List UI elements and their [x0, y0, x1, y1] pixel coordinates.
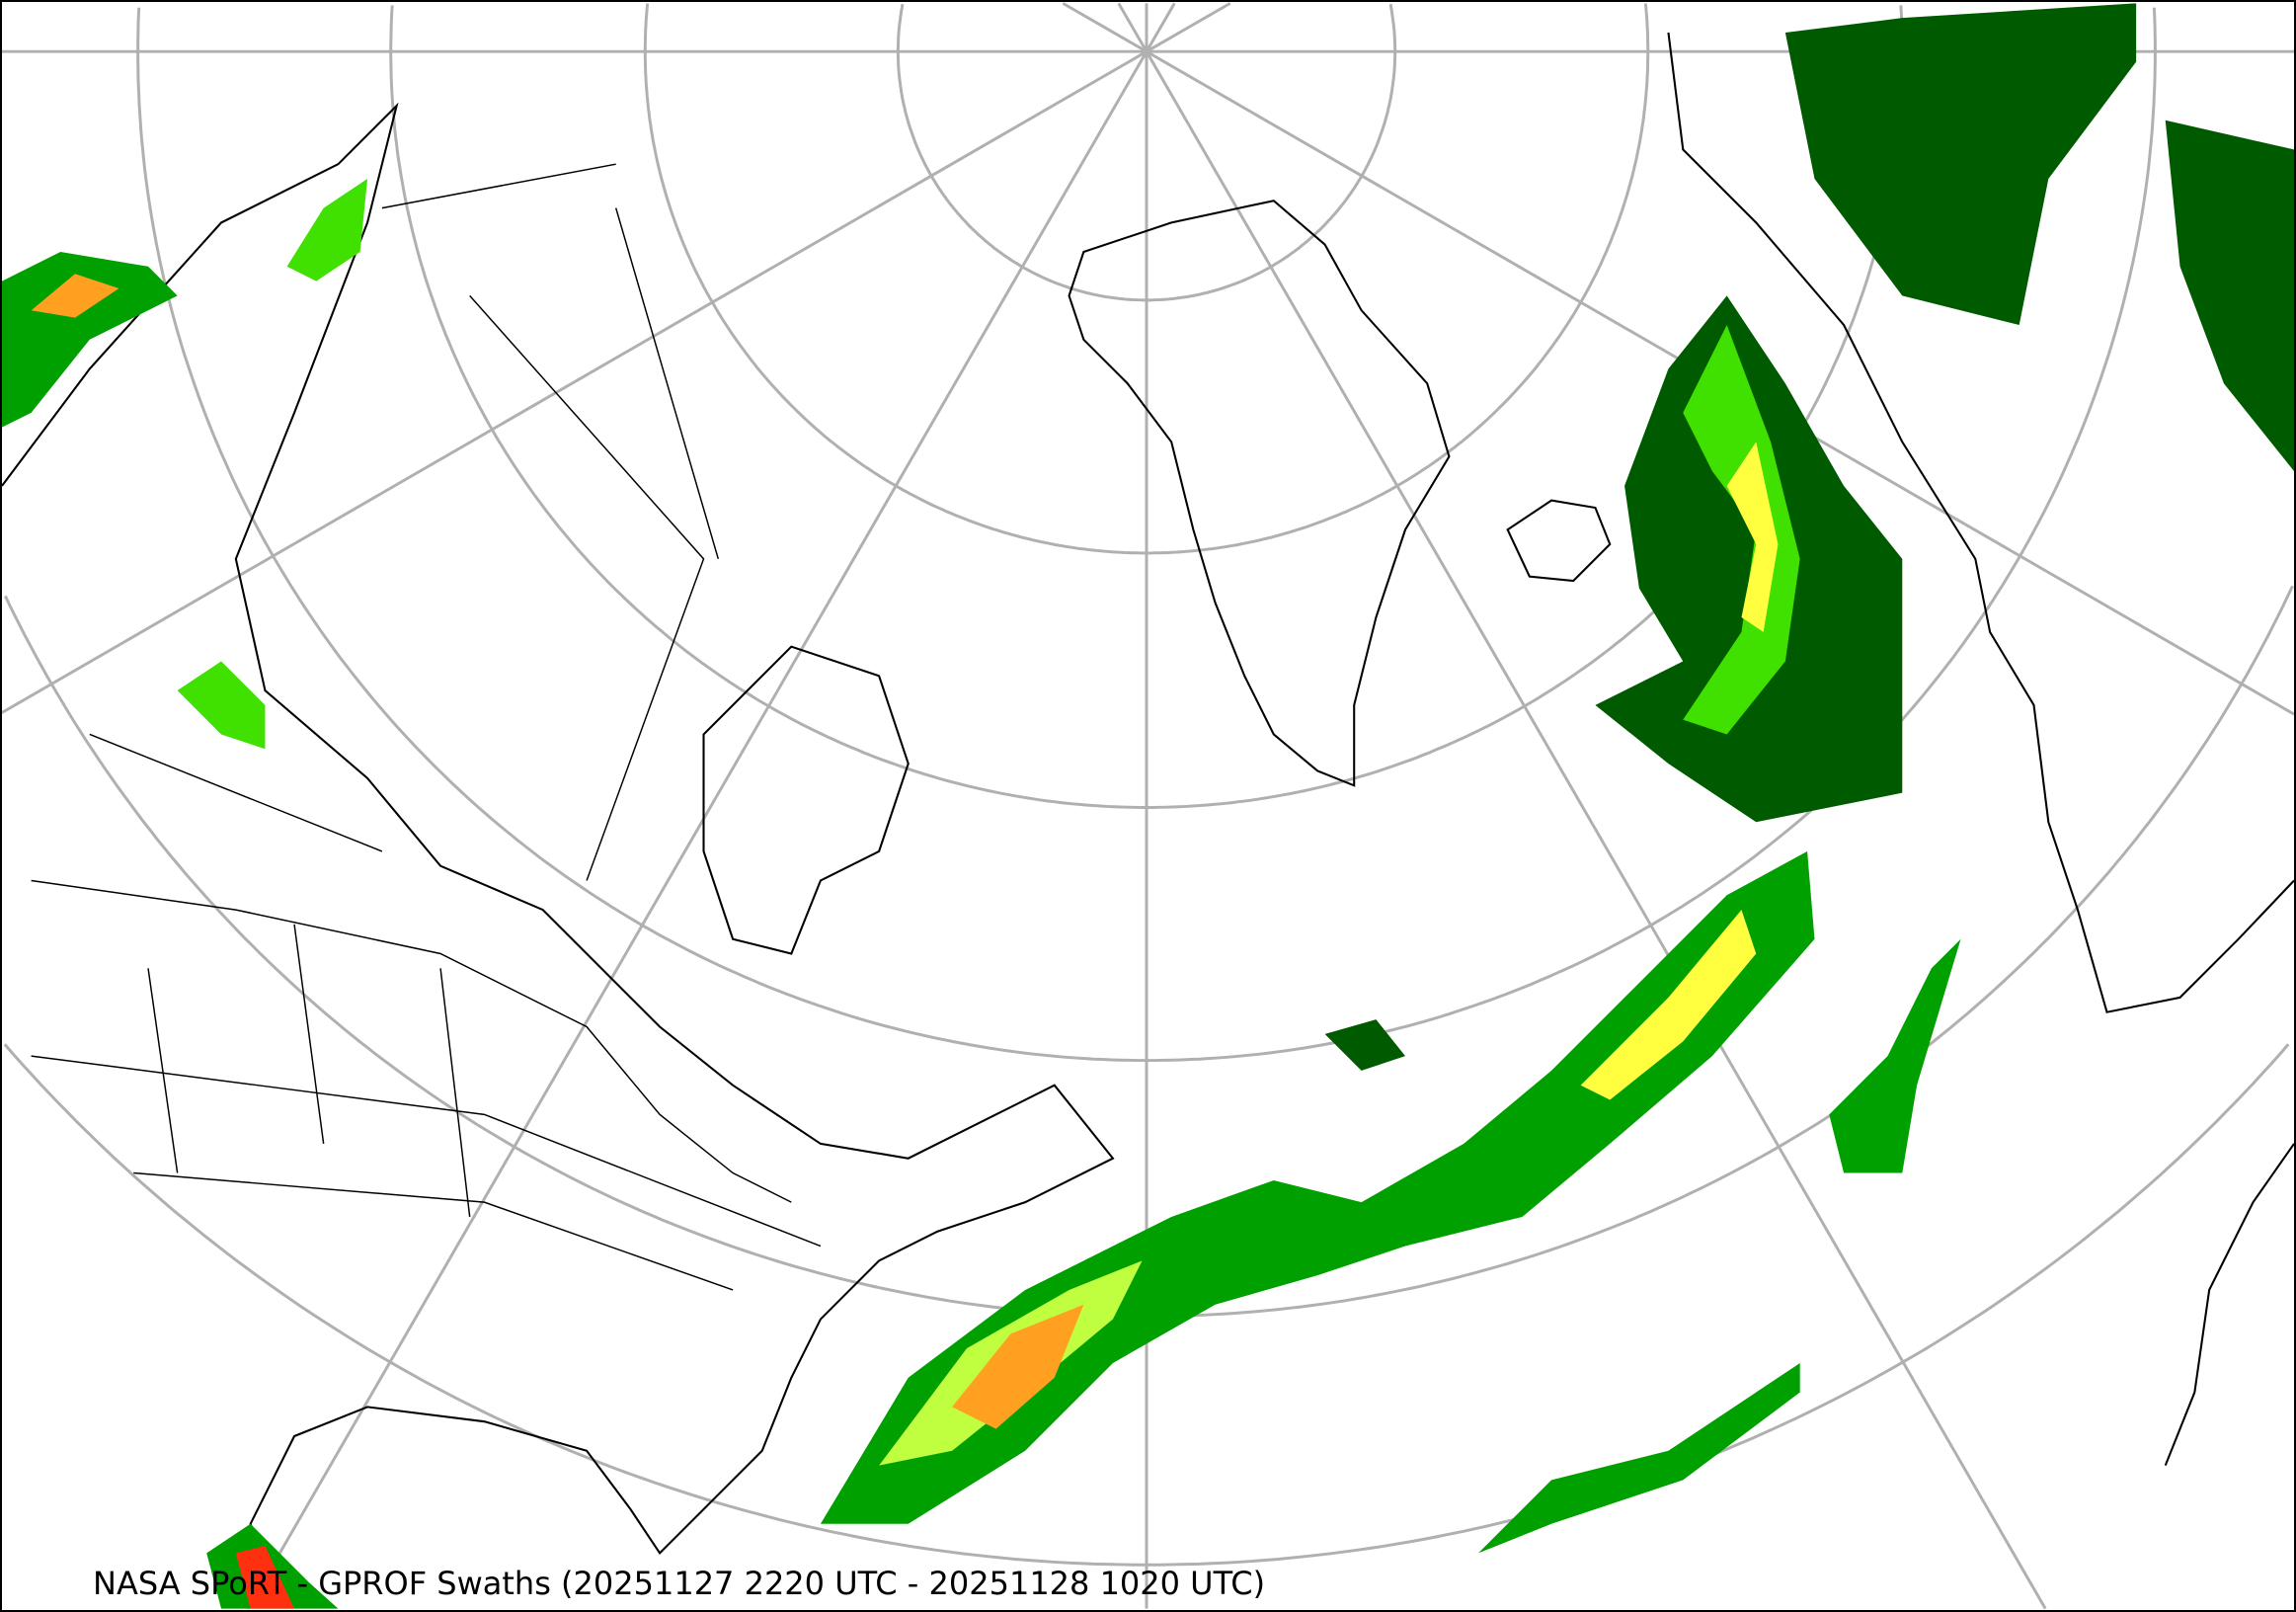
meridian-line: [246, 50, 1148, 1610]
precip-swath: [2, 251, 178, 428]
precip-swath: [31, 274, 119, 318]
greenland-outline: [1068, 200, 1451, 787]
meridian-line: [1145, 50, 2047, 1610]
north-africa-coast: [2164, 1143, 2294, 1466]
iceland-outline: [1506, 499, 1612, 583]
precip-swath: [1595, 295, 1903, 823]
precip-swath: [1324, 1019, 1406, 1071]
latitude-circle: [896, 3, 1397, 302]
latitude-circle: [136, 7, 2157, 1063]
precip-swath: [952, 1304, 1084, 1429]
precip-swath: [177, 661, 266, 750]
hudson-bay-outline: [702, 645, 910, 955]
meridian-line: [1146, 2, 1231, 53]
precip-swath: [286, 178, 368, 282]
precip-swath: [1580, 910, 1757, 1100]
precip-swath: [1726, 442, 1779, 632]
precip-swath: [1683, 325, 1800, 735]
coastlines: [2, 32, 2294, 1605]
meridian-line: [2, 49, 1148, 714]
precipitation-swaths: [2, 3, 2294, 1609]
meridian-line: [1145, 2, 1176, 52]
precip-swath: [2165, 120, 2294, 472]
map-caption: NASA SPoRT - GPROF Swaths (20251127 2220…: [93, 1565, 1266, 1602]
meridian-line: [1062, 2, 1148, 53]
meridian-line: [1117, 2, 1148, 52]
north-america-coast: [2, 102, 1115, 1605]
latitude-circle: [643, 3, 1650, 555]
precip-swath: [1478, 1362, 1800, 1554]
europe-coast: [1667, 32, 2294, 1013]
precip-swath: [1829, 938, 1961, 1173]
state-borders: [31, 163, 822, 1291]
precip-swath: [235, 1545, 295, 1609]
precip-swath: [1784, 3, 2137, 326]
